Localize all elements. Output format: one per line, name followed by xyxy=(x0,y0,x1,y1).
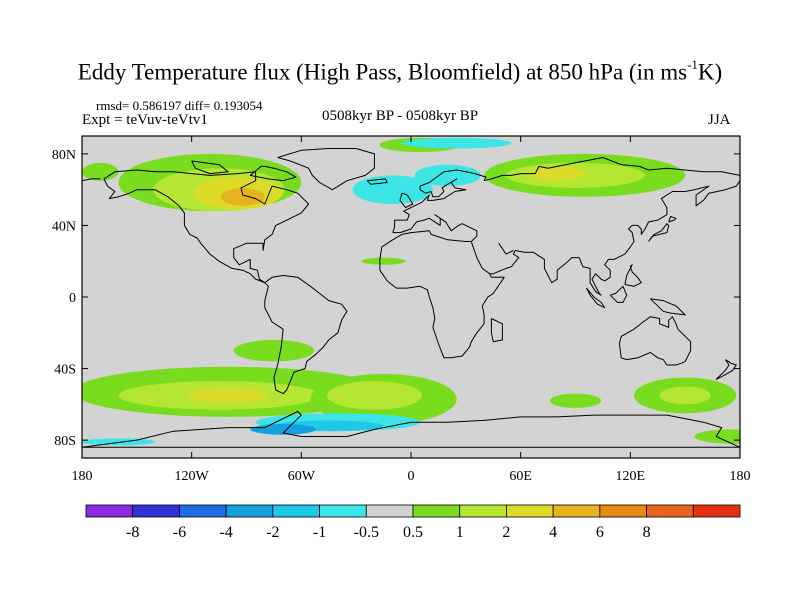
anomaly-region xyxy=(529,166,585,181)
anomaly-region xyxy=(233,339,315,362)
lon-tick-label: 120E xyxy=(616,469,646,484)
anomaly-layer xyxy=(82,137,740,446)
colorbar-label: 1 xyxy=(456,524,464,541)
coastline xyxy=(715,359,737,380)
colorbar-label: 8 xyxy=(643,524,651,541)
anomaly-region xyxy=(549,393,602,408)
colorbar-label: 4 xyxy=(549,524,557,541)
colorbar-label: 6 xyxy=(596,524,604,541)
colorbar-label: -6 xyxy=(173,524,186,541)
coastline xyxy=(379,214,505,359)
chart-title: Eddy Temperature flux (High Pass, Bloomf… xyxy=(77,57,723,85)
anomaly-region xyxy=(220,187,265,206)
coastline xyxy=(650,298,686,316)
colorbar-swatch xyxy=(132,504,180,518)
colorbar: -8 -6 -4 -2 -1 -0.5 0.5 1 2 4 6 8 xyxy=(85,504,741,541)
anomaly-region xyxy=(188,388,269,403)
colorbar-swatch xyxy=(179,504,227,518)
coastline xyxy=(399,192,414,209)
colorbar-swatch xyxy=(646,504,694,518)
coastline xyxy=(191,160,229,175)
coastline xyxy=(489,180,740,296)
coastline xyxy=(82,411,740,448)
coastline xyxy=(586,287,606,309)
colorbar-swatch xyxy=(459,504,507,518)
coastline xyxy=(82,178,101,182)
coastline xyxy=(264,275,348,395)
lon-tick-label: 180 xyxy=(72,469,93,484)
stats-line: rmsd= 0.586197 diff= 0.193054 xyxy=(96,98,263,113)
colorbar-label: -8 xyxy=(126,524,139,541)
lat-tick-label: 40N xyxy=(52,219,76,234)
axis-ticks: 180 120W 60W 0 60E 120E 180 80N 40N 0 40S 80S xyxy=(52,136,751,484)
coastline-layer xyxy=(82,148,740,448)
anomaly-region xyxy=(659,386,711,405)
coastline xyxy=(609,285,628,303)
coastline xyxy=(624,264,642,287)
colorbar-swatch xyxy=(85,504,134,518)
anomaly-region xyxy=(401,137,512,149)
lon-tick-label: 180 xyxy=(730,469,751,484)
coastline xyxy=(648,223,670,242)
coastline xyxy=(618,316,692,366)
coastline xyxy=(392,157,740,233)
colorbar-swatch xyxy=(365,504,414,518)
colorbar-swatch xyxy=(225,504,274,518)
colorbar-label: 2 xyxy=(502,524,510,541)
colorbar-swatch xyxy=(692,504,741,518)
lat-tick-label: 40S xyxy=(54,363,76,378)
coastline xyxy=(366,178,388,185)
lon-tick-label: 60W xyxy=(288,469,316,484)
lon-tick-label: 60E xyxy=(509,469,532,484)
colorbar-label: -4 xyxy=(219,524,232,541)
anomaly-region xyxy=(82,438,156,446)
lat-tick-label: 80N xyxy=(52,148,76,163)
colorbar-label: 0.5 xyxy=(403,524,423,541)
lon-tick-label: 120W xyxy=(175,469,210,484)
anomaly-region xyxy=(414,164,481,187)
colorbar-swatch xyxy=(506,504,554,518)
lon-tick-label: 0 xyxy=(408,469,415,484)
coastline xyxy=(103,169,310,284)
coastline xyxy=(668,216,677,223)
colorbar-swatch xyxy=(412,504,461,518)
season-label: JJA xyxy=(708,112,731,128)
anomaly-region xyxy=(326,381,422,410)
coastline xyxy=(249,165,297,182)
anomaly-region xyxy=(352,175,433,204)
lat-tick-label: 0 xyxy=(69,291,76,306)
experiment-label: Expt = teVuv-teVtv1 xyxy=(82,112,208,128)
coastline xyxy=(490,318,503,343)
colorbar-swatch xyxy=(599,504,647,518)
period-label: 0508kyr BP - 0508kyr BP xyxy=(322,108,479,124)
colorbar-label: -0.5 xyxy=(354,524,379,541)
colorbar-label: -2 xyxy=(266,524,279,541)
colorbar-swatch xyxy=(272,504,320,518)
anomaly-region xyxy=(361,257,406,265)
anomaly-region xyxy=(82,162,119,181)
colorbar-swatch xyxy=(319,504,367,518)
colorbar-label: -1 xyxy=(313,524,326,541)
coastline xyxy=(277,148,375,191)
coastline xyxy=(498,243,514,255)
colorbar-swatch xyxy=(552,504,601,518)
anomaly-region xyxy=(694,429,740,444)
lat-tick-label: 80S xyxy=(54,434,76,449)
